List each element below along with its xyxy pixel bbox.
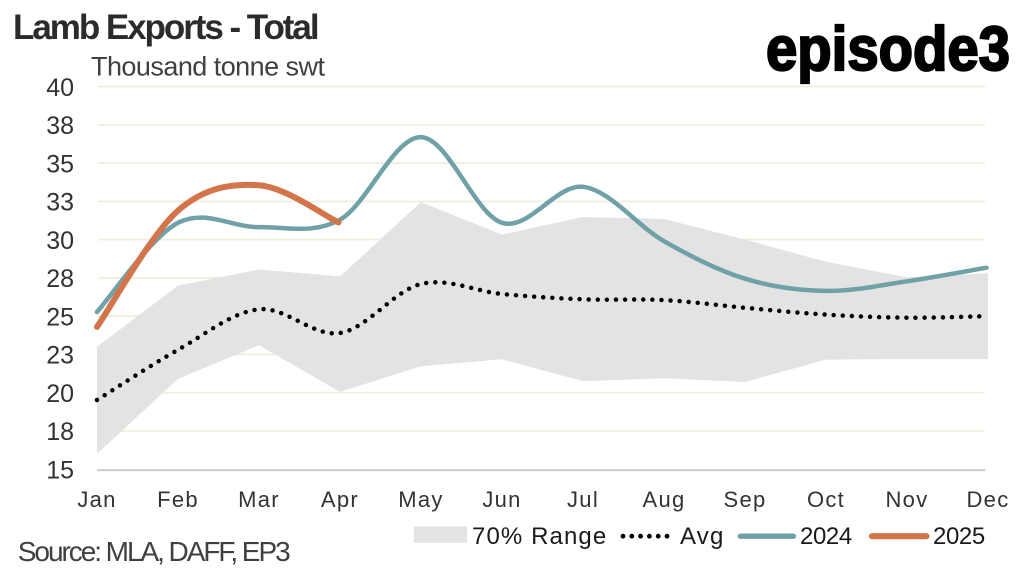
svg-text:Jan: Jan	[77, 487, 116, 512]
svg-text:Dec: Dec	[966, 487, 1009, 512]
svg-text:Aug: Aug	[642, 487, 685, 512]
svg-text:episode3: episode3	[766, 15, 1010, 84]
svg-text:Lamb Exports - Total: Lamb Exports - Total	[13, 8, 318, 47]
svg-text:Avg: Avg	[680, 523, 725, 550]
svg-text:23: 23	[46, 342, 74, 370]
svg-text:30: 30	[46, 227, 74, 255]
svg-text:Oct: Oct	[807, 487, 845, 512]
svg-text:15: 15	[46, 456, 74, 484]
svg-text:38: 38	[46, 112, 74, 140]
svg-text:Sep: Sep	[723, 487, 766, 512]
svg-text:Jun: Jun	[482, 487, 521, 512]
svg-text:20: 20	[46, 380, 74, 408]
svg-text:28: 28	[46, 265, 74, 293]
svg-text:Nov: Nov	[885, 487, 928, 512]
svg-text:Thousand tonne swt: Thousand tonne swt	[91, 51, 325, 81]
svg-text:May: May	[398, 487, 443, 512]
svg-text:18: 18	[46, 418, 74, 446]
svg-text:2024: 2024	[800, 523, 852, 550]
svg-text:Mar: Mar	[238, 487, 280, 512]
svg-text:35: 35	[46, 150, 74, 178]
svg-text:2025: 2025	[933, 523, 985, 550]
svg-text:Jul: Jul	[567, 487, 599, 512]
svg-text:Feb: Feb	[157, 487, 199, 512]
svg-text:33: 33	[46, 189, 74, 217]
svg-text:Apr: Apr	[321, 487, 359, 512]
svg-text:Source: MLA, DAFF, EP3: Source: MLA, DAFF, EP3	[18, 536, 290, 567]
svg-text:70% Range: 70% Range	[472, 523, 607, 550]
svg-text:25: 25	[46, 303, 74, 331]
svg-text:40: 40	[46, 74, 74, 102]
